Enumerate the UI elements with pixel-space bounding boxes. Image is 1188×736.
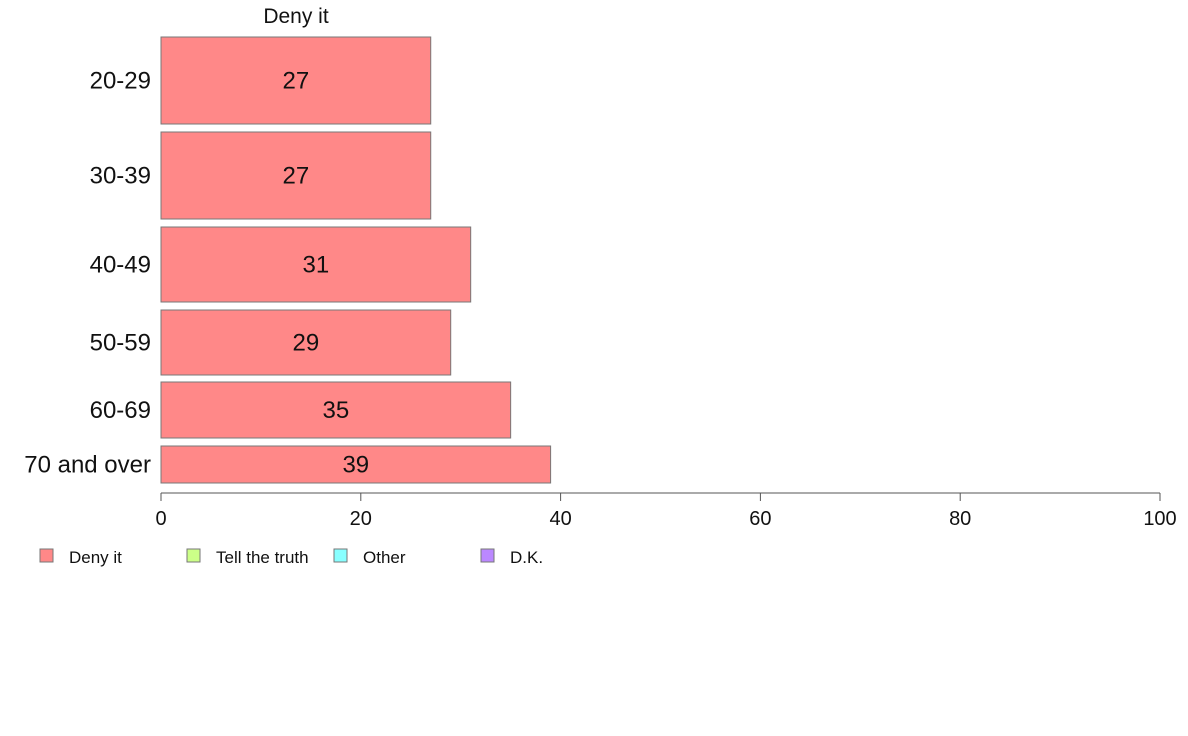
legend-label: Other bbox=[363, 548, 406, 567]
bar-20-29 bbox=[160, 36, 432, 125]
legend-swatch bbox=[39, 548, 54, 563]
x-tick-label: 0 bbox=[155, 508, 166, 530]
x-tick-label: 100 bbox=[1143, 508, 1176, 530]
bar-value-label: 29 bbox=[293, 330, 320, 357]
category-label: 30-39 bbox=[90, 163, 151, 190]
legend-swatch bbox=[333, 548, 348, 563]
bar-value-label: 39 bbox=[342, 452, 369, 479]
x-tick-label: 60 bbox=[749, 508, 771, 530]
legend-swatch bbox=[480, 548, 495, 563]
legend-label: D.K. bbox=[510, 548, 543, 567]
x-axis: 0 20 40 60 80 100 bbox=[155, 492, 1177, 530]
bar-value-label: 27 bbox=[283, 163, 310, 190]
bar-30-39 bbox=[160, 131, 432, 220]
category-label: 70 and over bbox=[24, 452, 151, 479]
bar-70-and-over bbox=[160, 445, 552, 484]
legend-swatch bbox=[186, 548, 201, 563]
bar-value-label: 31 bbox=[302, 252, 329, 279]
bar-value-label: 35 bbox=[322, 397, 349, 424]
x-tick-label: 20 bbox=[350, 508, 372, 530]
category-label: 50-59 bbox=[90, 330, 151, 357]
bar-60-69 bbox=[160, 381, 512, 439]
chart-title: Deny it bbox=[263, 5, 329, 28]
category-label: 60-69 bbox=[90, 397, 151, 424]
bars-group: 27 20-29 27 30-39 31 40-49 29 50-59 35 60-69 39 70 … bbox=[24, 36, 552, 484]
x-tick-label: 40 bbox=[549, 508, 571, 530]
category-label: 20-29 bbox=[90, 68, 151, 95]
bar-50-59 bbox=[160, 309, 452, 376]
x-tick-label: 80 bbox=[949, 508, 971, 530]
legend-label: Tell the truth bbox=[216, 548, 309, 567]
legend: Deny it Tell the truth Other D.K. bbox=[39, 548, 543, 567]
legend-label: Deny it bbox=[69, 548, 122, 567]
bar-value-label: 27 bbox=[283, 68, 310, 95]
bar-40-49 bbox=[160, 226, 472, 303]
category-label: 40-49 bbox=[90, 252, 151, 279]
